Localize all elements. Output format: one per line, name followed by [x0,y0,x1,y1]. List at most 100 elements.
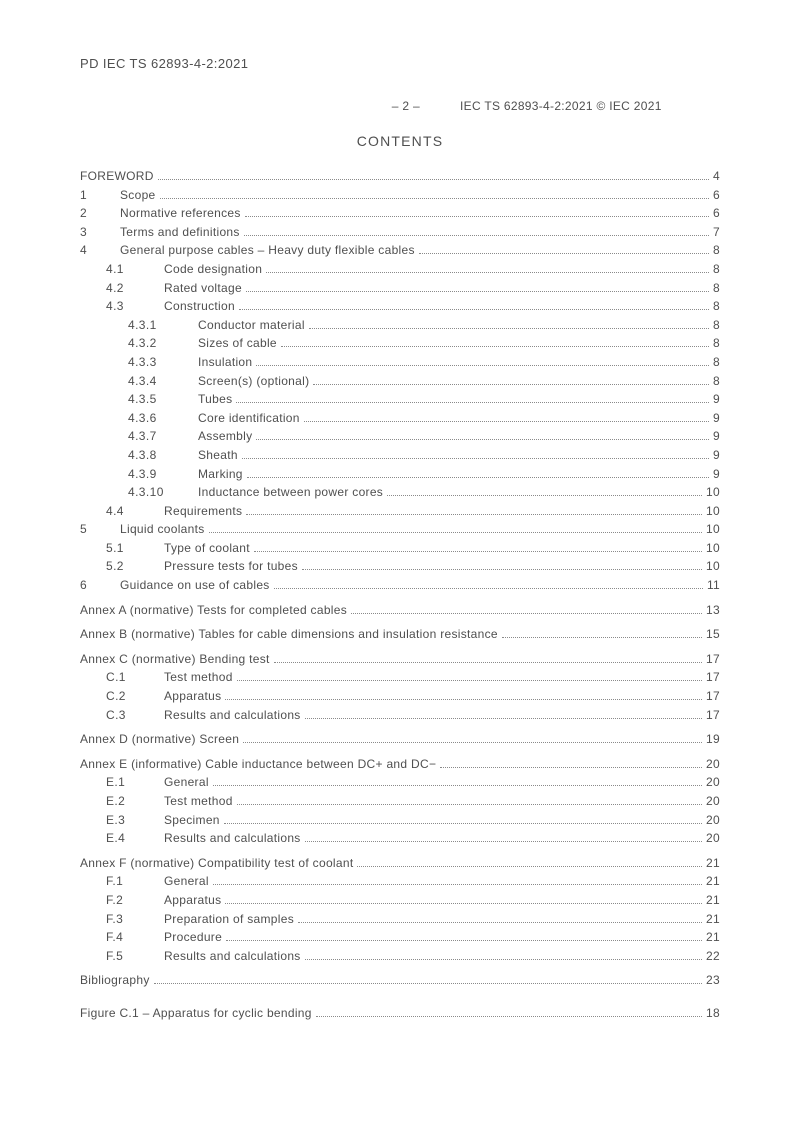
toc-leader-dots [305,959,702,960]
toc-row: F.2Apparatus21 [80,891,720,910]
toc-number: 4.3.1 [128,316,198,335]
toc-row: 4.4Requirements10 [80,502,720,521]
toc-leader-dots [154,983,702,984]
toc-label: Core identification [198,409,300,428]
toc-row: 5.2Pressure tests for tubes10 [80,557,720,576]
toc-leader-dots [357,866,702,867]
toc-page: 8 [713,372,720,391]
toc-leader-dots [160,198,709,199]
toc-label: FOREWORD [80,167,154,186]
toc-page: 8 [713,316,720,335]
toc-page: 9 [713,427,720,446]
toc-row: 4.3.3Insulation8 [80,353,720,372]
toc-page: 10 [706,502,720,521]
toc-leader-dots [239,309,709,310]
toc-page: 22 [706,947,720,966]
toc-row: 4.3.2Sizes of cable8 [80,334,720,353]
toc-label: Test method [164,792,233,811]
toc-page: 20 [706,755,720,774]
toc-leader-dots [304,421,709,422]
toc-row: C.1Test method17 [80,668,720,687]
toc-leader-dots [226,940,702,941]
toc-page: 4 [713,167,720,186]
toc-page: 9 [713,409,720,428]
toc-label: Terms and definitions [120,223,240,242]
toc-page: 17 [706,668,720,687]
toc-page: 13 [706,601,720,620]
toc-number: 4.3.4 [128,372,198,391]
toc-leader-dots [213,785,702,786]
toc-leader-dots [316,1016,702,1017]
toc-label: Results and calculations [164,706,301,725]
toc-label: Construction [164,297,235,316]
toc-number: 4.1 [106,260,164,279]
toc-leader-dots [256,439,709,440]
toc-leader-dots [351,613,702,614]
toc-row: E.4Results and calculations20 [80,829,720,848]
toc-leader-dots [242,458,709,459]
toc-label: General [164,773,209,792]
toc-page: 9 [713,446,720,465]
toc-label: Tubes [198,390,232,409]
toc-number: 5 [80,520,120,539]
toc-number: 4.3.8 [128,446,198,465]
page-number: – 2 – [80,99,420,113]
toc-number: 6 [80,576,120,595]
toc-row: C.2Apparatus17 [80,687,720,706]
toc-number: F.5 [106,947,164,966]
toc-leader-dots [254,551,702,552]
toc-row: 4.3.1Conductor material8 [80,316,720,335]
toc-number: 4.3.7 [128,427,198,446]
toc-label: Requirements [164,502,242,521]
toc-row: 5.1Type of coolant10 [80,539,720,558]
toc-number: 4.3.9 [128,465,198,484]
toc-leader-dots [305,718,702,719]
toc-page: 21 [706,928,720,947]
toc-page: 8 [713,260,720,279]
table-of-contents: FOREWORD41Scope62Normative references63T… [80,167,720,1023]
toc-number: 4.3.10 [128,483,198,502]
toc-number: 4.3.5 [128,390,198,409]
toc-leader-dots [419,253,709,254]
toc-row: 3Terms and definitions7 [80,223,720,242]
toc-leader-dots [209,532,702,533]
toc-number: E.1 [106,773,164,792]
toc-row: F.3Preparation of samples21 [80,910,720,929]
toc-row: 4.3.10Inductance between power cores10 [80,483,720,502]
toc-page: 21 [706,872,720,891]
toc-number: E.4 [106,829,164,848]
toc-row: E.2Test method20 [80,792,720,811]
toc-page: 6 [713,204,720,223]
toc-row: 4.3Construction8 [80,297,720,316]
toc-page: 19 [706,730,720,749]
toc-number: 5.2 [106,557,164,576]
toc-row: 6Guidance on use of cables11 [80,576,720,595]
toc-leader-dots [274,662,702,663]
toc-page: 8 [713,241,720,260]
toc-leader-dots [298,922,702,923]
toc-number: C.3 [106,706,164,725]
toc-page: 20 [706,792,720,811]
toc-number: C.1 [106,668,164,687]
toc-row: FOREWORD 4 [80,167,720,186]
toc-row: F.1General21 [80,872,720,891]
toc-leader-dots [247,477,709,478]
toc-leader-dots [266,272,709,273]
toc-leader-dots [236,402,709,403]
toc-leader-dots [246,514,702,515]
toc-page: 21 [706,910,720,929]
toc-page: 20 [706,811,720,830]
toc-leader-dots [274,588,703,589]
toc-row: Annex A (normative) Tests for completed … [80,601,720,620]
toc-label: Apparatus [164,891,221,910]
toc-leader-dots [281,346,709,347]
toc-label: Apparatus [164,687,221,706]
toc-page: 21 [706,891,720,910]
toc-label: Specimen [164,811,220,830]
toc-row: E.1General20 [80,773,720,792]
toc-leader-dots [302,569,702,570]
toc-label: Procedure [164,928,222,947]
toc-page: 6 [713,186,720,205]
toc-row: 4.3.9Marking9 [80,465,720,484]
toc-number: 2 [80,204,120,223]
